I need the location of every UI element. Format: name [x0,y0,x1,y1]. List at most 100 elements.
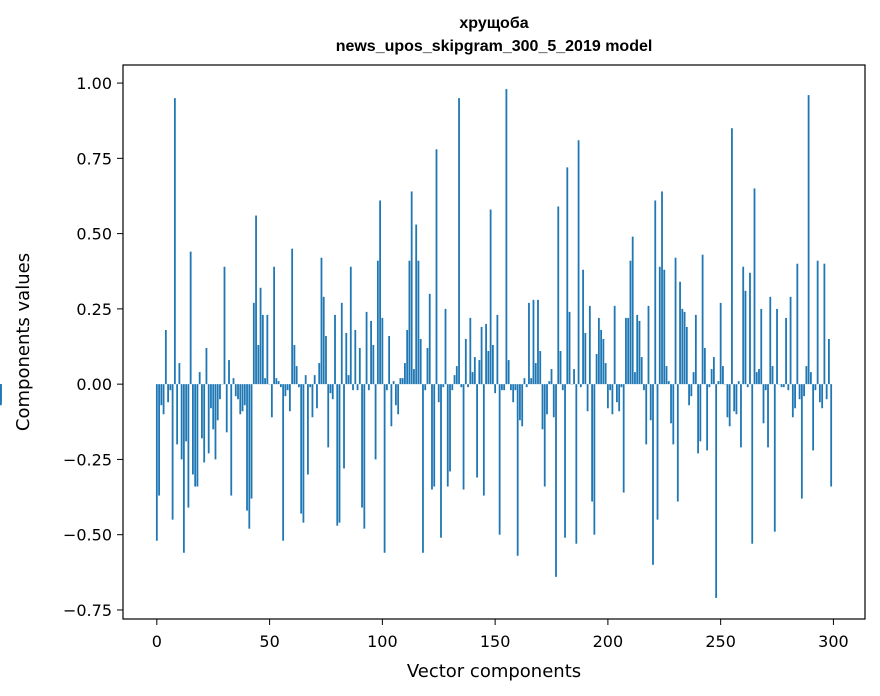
bar-component-265 [753,188,756,385]
bar-component-175 [550,369,553,385]
bar-component-0 [155,384,158,541]
bar-component-82 [340,302,343,385]
bar-component-178 [557,206,560,385]
bar-component-211 [631,236,634,385]
bar-component-67 [307,384,309,475]
bar-component-274 [773,384,776,532]
bar-component-243 [703,348,706,385]
bar-component-167 [532,299,535,385]
bar-component-53 [275,378,278,385]
bar-component-224 [661,191,663,385]
bar-component-148 [489,209,492,385]
bar-component-28 [219,384,221,400]
bar-component-254 [728,384,731,427]
bar-component-270 [764,384,767,391]
bar-component-173 [546,384,548,415]
bar-component-145 [482,384,485,496]
bar-component-5 [167,384,169,403]
bar-component-135 [460,384,463,388]
x-tick-label: 300 [818,632,849,651]
x-tick-label: 50 [259,632,279,651]
bar-component-172 [543,384,546,487]
bar-component-46 [259,287,262,385]
bar-component-85 [347,375,350,385]
bar-component-125 [437,384,440,403]
bar-component-138 [467,384,469,388]
bar-component-234 [683,311,686,385]
bar-component-142 [476,384,478,478]
bar-component-219 [649,384,652,421]
bar-component-112 [408,260,411,385]
bar-component-40 [246,384,248,511]
bar-component-230 [674,257,677,385]
bar-component-26 [214,384,217,460]
bar-component-202 [611,384,614,415]
bar-component-149 [491,345,494,385]
bar-component-292 [814,384,817,391]
bar-component-262 [746,384,749,388]
bar-component-166 [530,378,533,385]
bar-component-294 [818,384,821,403]
bar-component-123 [433,384,436,487]
bar-component-176 [552,384,555,418]
bar-component-99 [379,200,381,385]
bar-component-174 [548,381,551,385]
bar-component-19 [198,372,201,385]
bar-component-182 [566,167,569,385]
bar-component-24 [210,384,212,409]
bar-component-228 [670,384,672,424]
bar-component-218 [647,305,650,385]
bar-component-107 [397,384,400,415]
bar-component-104 [390,384,393,427]
bar-component-35 [234,384,237,397]
bar-component-286 [800,384,803,499]
bar-component-139 [469,317,472,385]
bar-component-14 [187,384,190,508]
bar-component-295 [821,384,824,409]
bar-component-42 [250,384,253,499]
bar-component-64 [300,384,303,514]
bar-component-10 [178,363,181,385]
bar-component-163 [523,378,526,385]
bar-component-287 [803,384,805,397]
bar-component-203 [613,305,616,385]
bar-component-95 [370,320,372,385]
bar-component-192 [588,305,591,385]
bar-component-undefined [0,384,2,403]
bar-component-63 [298,384,300,388]
bar-component-249 [717,381,720,385]
bar-component-71 [316,384,318,409]
bar-component-84 [345,332,348,385]
bar-component-54 [277,381,280,385]
bar-component-242 [701,254,704,385]
bar-component-77 [329,384,332,394]
bar-component-269 [762,384,765,424]
bar-component-121 [428,293,431,385]
bar-component-190 [584,332,587,385]
bar-component-200 [606,384,609,409]
bar-component-229 [672,384,675,445]
bar-component-21 [203,384,206,463]
bar-component-76 [327,384,330,448]
bar-component-253 [726,384,729,418]
bar-component-52 [273,266,275,385]
bar-component-74 [322,296,325,385]
bar-component-186 [575,384,578,544]
bar-component-220 [652,384,654,565]
bar-component-155 [505,89,508,385]
bar-component-115 [415,224,418,385]
bar-component-156 [507,360,510,385]
bar-component-124 [435,149,438,385]
bar-component-279 [785,317,787,385]
bar-component-113 [410,191,413,385]
bar-component-110 [404,363,406,385]
bar-component-165 [528,302,530,385]
bar-component-127 [442,384,445,388]
bar-component-214 [638,320,641,385]
bar-component-114 [413,369,415,385]
bar-component-240 [697,384,699,454]
bar-component-100 [381,317,384,385]
bar-component-45 [257,345,260,385]
bar-component-191 [586,384,589,412]
